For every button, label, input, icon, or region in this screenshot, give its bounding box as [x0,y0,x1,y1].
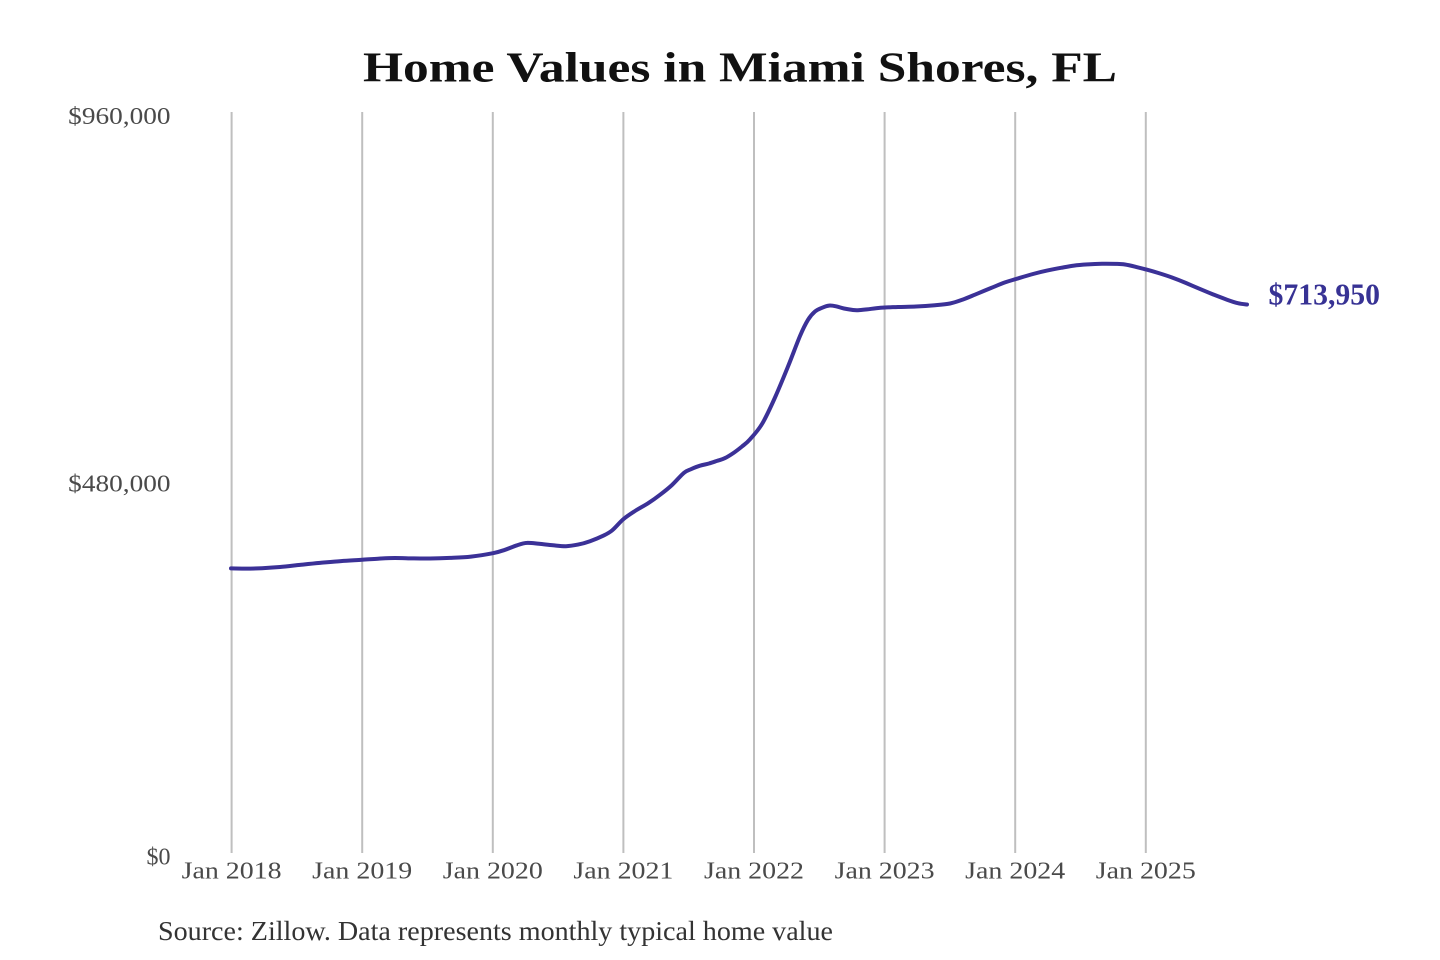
svg-text:Jan 2018: Jan 2018 [182,859,282,885]
svg-text:$480,000: $480,000 [68,472,170,498]
svg-text:$960,000: $960,000 [68,104,170,130]
svg-text:Jan 2019: Jan 2019 [312,859,412,885]
svg-text:Jan 2022: Jan 2022 [704,859,804,885]
svg-text:Jan 2020: Jan 2020 [443,859,543,885]
svg-text:$713,950: $713,950 [1269,277,1381,312]
svg-text:Jan 2024: Jan 2024 [965,859,1065,885]
svg-text:Jan 2023: Jan 2023 [835,859,935,885]
svg-text:Jan 2025: Jan 2025 [1096,859,1196,885]
svg-text:$0: $0 [147,844,171,870]
svg-text:Source: Zillow. Data represent: Source: Zillow. Data represents monthly … [158,916,833,946]
svg-text:Jan 2021: Jan 2021 [573,859,673,885]
svg-text:Home Values in Miami Shores, F: Home Values in Miami Shores, FL [363,45,1117,91]
